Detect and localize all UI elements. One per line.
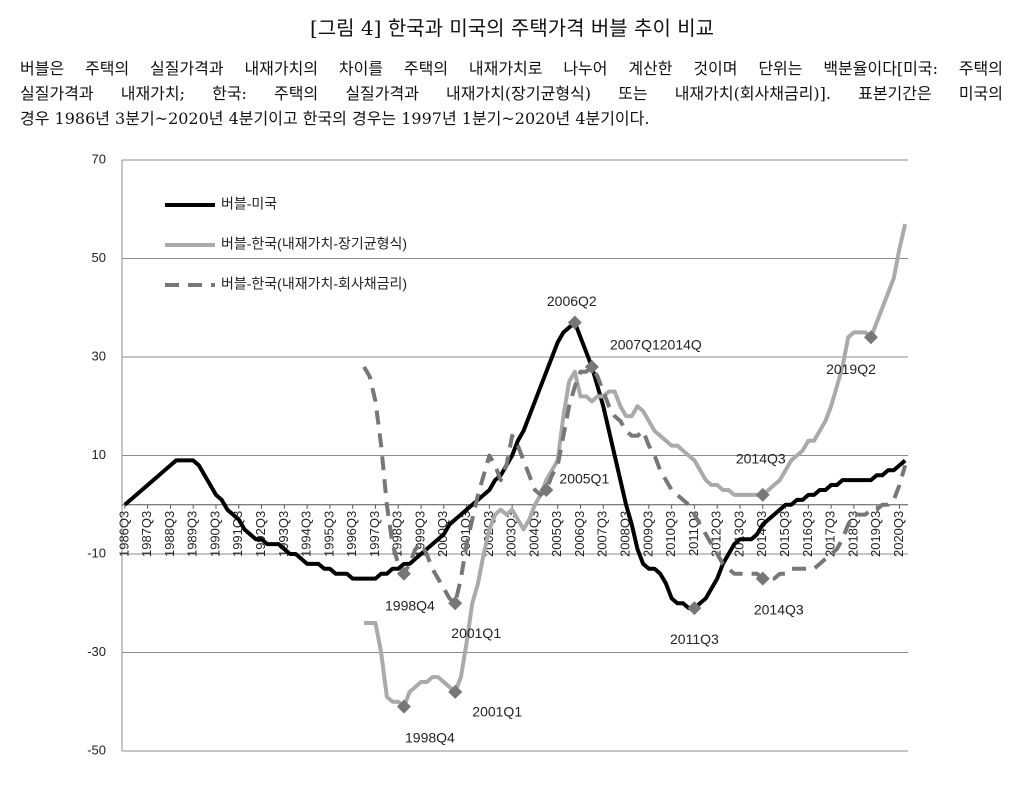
y-tick-label: -30 — [87, 644, 106, 659]
x-tick-label: 1988Q3 — [162, 511, 177, 557]
annotation-label: 2001Q1 — [472, 704, 522, 720]
legend-label: 버블-한국(내재가치-장기균형식) — [221, 236, 407, 252]
y-tick-label: 30 — [92, 348, 106, 363]
x-tick-label: 2007Q3 — [595, 511, 610, 557]
x-tick-label: 2005Q3 — [549, 511, 564, 557]
y-tick-label: 50 — [92, 250, 106, 265]
x-tick-label: 1997Q3 — [367, 511, 382, 557]
annotation-marker — [448, 684, 463, 699]
y-tick-label: -10 — [87, 545, 106, 560]
x-tick-label: 1989Q3 — [185, 511, 200, 557]
x-tick-label: 1998Q3 — [390, 511, 405, 557]
annotation-label: 2006Q2 — [547, 293, 597, 309]
annotation-marker — [755, 571, 770, 586]
annotation-marker — [567, 315, 582, 330]
x-tick-label: 1999Q3 — [412, 511, 427, 557]
annotation-label: 2019Q2 — [826, 361, 876, 377]
x-tick-label: 2003Q3 — [504, 511, 519, 557]
x-tick-label: 2010Q3 — [663, 511, 678, 557]
x-tick-label: 2012Q3 — [709, 511, 724, 557]
annotation-marker — [863, 330, 878, 345]
caption-line: 버블은 주택의 실질가격과 내재가치의 차이를 주택의 내재가치로 나누어 계산… — [20, 59, 1003, 78]
annotation-marker — [396, 566, 411, 581]
legend-label: 버블-한국(내재가치-회사채금리) — [221, 276, 407, 292]
caption: 버블은 주택의 실질가격과 내재가치의 차이를 주택의 내재가치로 나누어 계산… — [20, 56, 1003, 131]
annotation-marker — [396, 699, 411, 714]
annotation-label: 2005Q1 — [559, 471, 609, 487]
annotation-label: 2007Q12014Q — [610, 337, 702, 353]
annotation-marker — [448, 596, 463, 611]
x-tick-label: 2015Q3 — [777, 511, 792, 557]
chart-title: [그림 4] 한국과 미국의 주택가격 버블 추이 비교 — [309, 16, 715, 40]
x-tick-label: 2008Q3 — [618, 511, 633, 557]
x-tick-label: 1987Q3 — [139, 511, 154, 557]
x-tick-label: 2013Q3 — [731, 511, 746, 557]
x-tick-label: 1995Q3 — [321, 511, 336, 557]
series-line — [123, 320, 907, 611]
annotation-marker — [584, 359, 599, 374]
x-tick-label: 2017Q3 — [823, 511, 838, 557]
x-tick-label: 1996Q3 — [344, 511, 359, 557]
y-tick-label: -50 — [87, 742, 106, 757]
x-tick-label: 1990Q3 — [207, 511, 222, 557]
x-tick-label: 2019Q3 — [868, 511, 883, 557]
annotation-label: 2014Q3 — [736, 451, 786, 467]
annotation-label: 1998Q4 — [405, 729, 455, 745]
x-tick-label: 2009Q3 — [640, 511, 655, 557]
x-tick-label: 2018Q3 — [845, 511, 860, 557]
series-line — [364, 223, 908, 709]
x-tick-label: 2020Q3 — [891, 511, 906, 557]
annotation-label: 2011Q3 — [670, 631, 719, 647]
x-tick-label: 1986Q3 — [116, 511, 131, 557]
annotation-label: 2001Q1 — [451, 625, 501, 641]
annotation-label: 2014Q3 — [754, 601, 804, 617]
x-tick-label: 1992Q3 — [253, 511, 268, 557]
y-tick-label: 10 — [92, 447, 106, 462]
x-tick-label: 2011Q3 — [686, 511, 701, 556]
y-tick-label: 70 — [92, 151, 106, 166]
legend-label: 버블-미국 — [221, 196, 277, 212]
caption-line: 경우 1986년 3분기~2020년 4분기이고 한국의 경우는 1997년 1… — [20, 109, 650, 128]
caption-line: 실질가격과 내재가치; 한국: 주택의 실질가격과 내재가치(장기균형식) 또는… — [20, 84, 1003, 103]
x-tick-label: 2016Q3 — [800, 511, 815, 557]
x-tick-label: 2006Q3 — [572, 511, 587, 557]
annotation-marker — [755, 487, 770, 502]
x-tick-label: 2001Q3 — [458, 511, 473, 557]
annotation-marker — [539, 482, 554, 497]
annotation-label: 1998Q4 — [385, 597, 435, 613]
x-tick-label: 1994Q3 — [299, 511, 314, 557]
x-tick-label: 2004Q3 — [526, 511, 541, 557]
series-line — [362, 364, 908, 606]
annotation-marker — [687, 601, 702, 616]
